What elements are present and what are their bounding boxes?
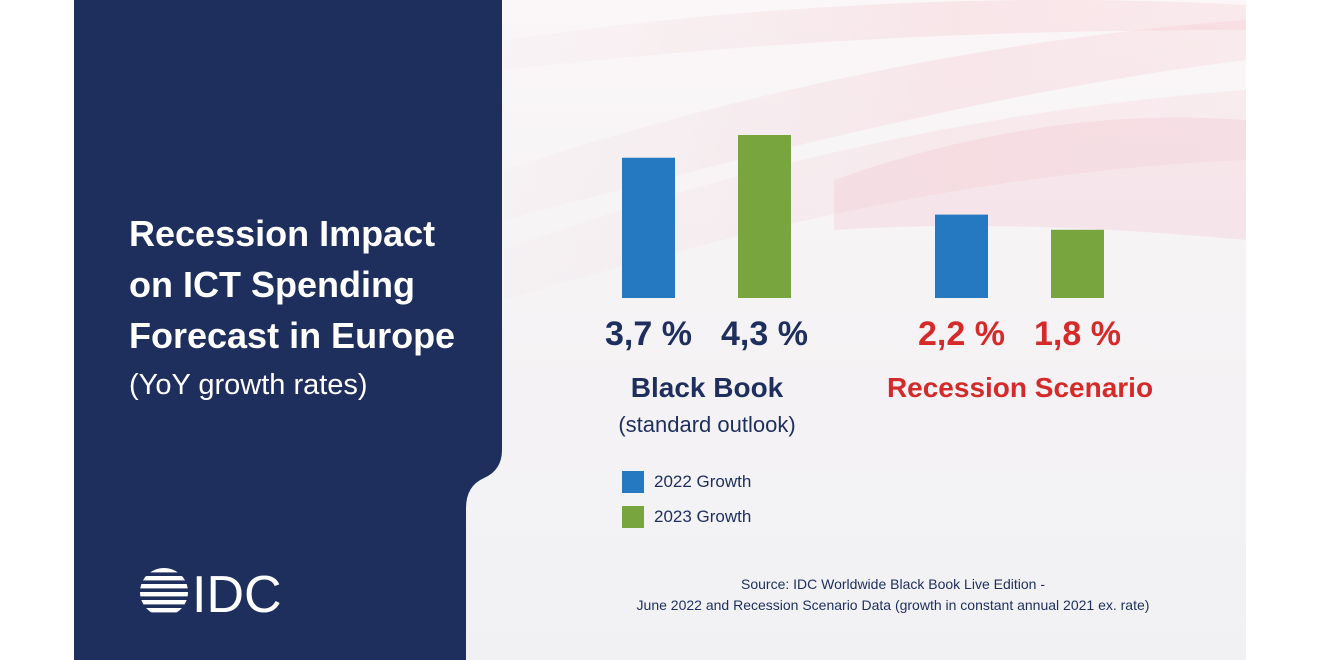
legend-swatch (622, 506, 644, 528)
title-line: on ICT Spending (129, 264, 415, 305)
title-line: Recession Impact (129, 213, 436, 254)
group-black-book: Black Book (standard outlook) (607, 372, 807, 438)
value-label: 2,2 % (918, 315, 1005, 353)
category-label: Black Book (630, 372, 784, 403)
title-panel (74, 0, 502, 660)
background-swoosh (504, 0, 1246, 300)
bars (622, 135, 1104, 298)
bar (935, 214, 988, 298)
infographic-card: Recession Impact on ICT Spending Forecas… (74, 0, 1246, 660)
title-line: Forecast in Europe (129, 315, 456, 356)
category-sublabel: (standard outlook) (618, 412, 796, 437)
bar (738, 135, 791, 298)
category-label: Recession Scenario (886, 372, 1154, 403)
legend-label: 2023 Growth (654, 507, 752, 526)
legend-swatch (622, 471, 644, 493)
bar (622, 157, 675, 298)
legend-label: 2022 Growth (654, 472, 752, 491)
page-subtitle: (YoY growth rates) (129, 369, 368, 401)
legend-item: 2022 Growth (622, 470, 751, 494)
value-label: 1,8 % (1034, 315, 1121, 353)
source-note: Source: IDC Worldwide Black Book Live Ed… (540, 574, 1246, 616)
value-label: 4,3 % (721, 315, 808, 353)
source-line: Source: IDC Worldwide Black Book Live Ed… (741, 576, 1045, 592)
legend-item: 2023 Growth (622, 505, 751, 529)
value-labels: 3,7 % 4,3 % 2,2 % 1,8 % (605, 315, 1121, 353)
source-line: June 2022 and Recession Scenario Data (g… (636, 597, 1150, 613)
globe-icon (140, 568, 188, 613)
logo-wordmark: IDC (192, 566, 282, 621)
chart-legend: 2022 Growth 2023 Growth (622, 470, 751, 540)
bar-chart: 3,7 % 4,3 % 2,2 % 1,8 % (605, 135, 1121, 353)
idc-logo: IDC (140, 566, 282, 621)
value-label: 3,7 % (605, 315, 692, 353)
group-recession-scenario: Recession Scenario (870, 372, 1170, 404)
page-title: Recession Impact on ICT Spending Forecas… (129, 208, 509, 361)
bar (1051, 229, 1104, 298)
